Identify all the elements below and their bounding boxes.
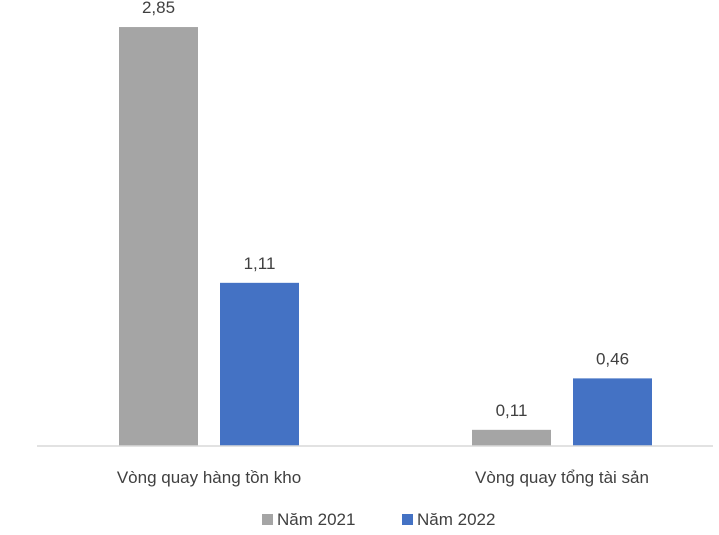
legend-swatch-2: [402, 514, 413, 525]
legend: Năm 2021 Năm 2022: [262, 510, 495, 529]
value-label-1-1: 2,85: [142, 0, 175, 17]
category-label: Vòng quay tổng tài sản: [475, 468, 649, 487]
value-label-1-2: 0,11: [496, 401, 528, 420]
legend-label-1: Năm 2021: [277, 510, 355, 529]
legend-swatch-1: [262, 514, 273, 525]
value-label-2-2: 0,46: [596, 349, 629, 368]
value-label-2-1: 1,11: [244, 254, 276, 273]
bars-group: [119, 27, 652, 447]
bar-1-2: [472, 429, 551, 446]
value-labels-group: 2,85 1,11 0,11 0,46: [142, 0, 629, 420]
bar-2-1: [220, 282, 299, 446]
bar-2-2: [573, 378, 652, 446]
category-labels-group: Vòng quay hàng tồn kho Vòng quay tổng tài…: [117, 468, 649, 487]
bar-1-1: [119, 27, 198, 447]
category-label: Vòng quay hàng tồn kho: [117, 468, 301, 487]
legend-label-2: Năm 2022: [417, 510, 495, 529]
